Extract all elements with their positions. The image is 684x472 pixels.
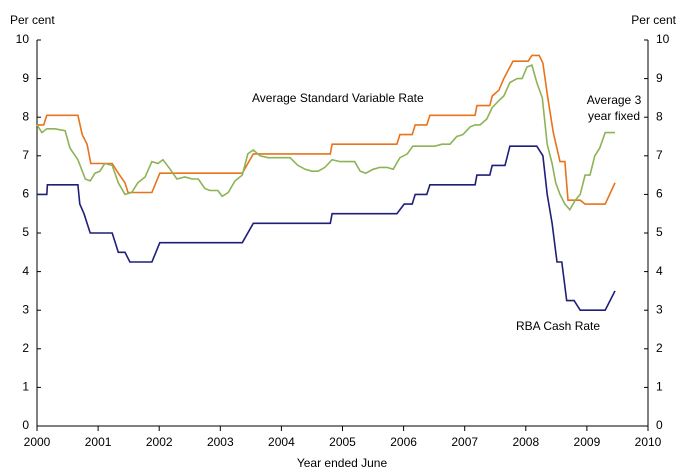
y-tick-label: 6 [22,187,29,201]
x-tick-label: 2004 [268,435,295,449]
y-tick-label: 7 [22,148,29,162]
y2-tick-label: 8 [656,109,663,123]
y2-tick-label: 5 [656,225,663,239]
y-tick-label: 9 [22,71,29,85]
x-tick-label: 2000 [24,435,51,449]
series-line [37,54,616,205]
y-tick-label: 10 [16,32,30,46]
series-label: Average Standard Variable Rate [252,91,424,105]
y2-tick-label: 6 [656,187,663,201]
series-label: Average 3 year fixed [586,93,642,123]
y-tick-label: 4 [22,264,29,278]
series-label: RBA Cash Rate [516,319,601,333]
x-tick-label: 2003 [207,435,234,449]
y-tick-label: 3 [22,302,29,316]
x-tick-label: 2009 [574,435,601,449]
y-tick-label: 5 [22,225,29,239]
x-axis-label: Year ended June [297,456,388,470]
y-tick-label: 0 [22,418,29,432]
y2-tick-label: 4 [656,264,663,278]
y2-tick-label: 2 [656,341,663,355]
y-tick-label: 8 [22,109,29,123]
y2-tick-label: 9 [656,71,663,85]
series-line [37,145,616,311]
x-tick-label: 2006 [390,435,417,449]
x-tick-label: 2008 [512,435,539,449]
x-tick-label: 2001 [85,435,112,449]
y2-tick-label: 7 [656,148,663,162]
x-tick-label: 2002 [146,435,173,449]
y2-tick-label: 10 [656,32,670,46]
y-tick-label: 1 [22,380,29,394]
y2-axis-label: Per cent [631,13,676,27]
x-tick-label: 2007 [451,435,478,449]
x-tick-label: 2005 [329,435,356,449]
series-line [36,64,615,212]
x-tick-label: 2010 [635,435,662,449]
y-axis-label: Per cent [10,13,55,27]
y-tick-label: 2 [22,341,29,355]
y2-tick-label: 1 [656,380,663,394]
y2-tick-label: 3 [656,302,663,316]
y2-tick-label: 0 [656,418,663,432]
